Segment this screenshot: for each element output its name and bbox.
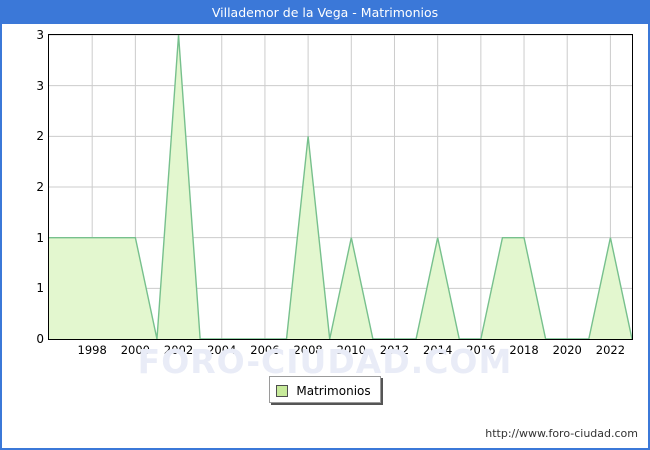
x-axis-tick-label: 2020: [552, 343, 582, 357]
x-axis-tick-label: 2008: [293, 343, 323, 357]
y-axis-tick-label: 2: [36, 129, 44, 144]
x-axis-tick-label: 2014: [423, 343, 453, 357]
legend-swatch-matrimonios: [276, 384, 289, 397]
x-axis-tick-label: 2016: [466, 343, 496, 357]
y-axis-tick-label: 3: [36, 78, 44, 93]
page-title: Villademor de la Vega - Matrimonios: [2, 2, 648, 24]
plot-canvas: [48, 34, 633, 340]
x-axis-tick-label: 2010: [336, 343, 366, 357]
x-axis-tick-label: 2000: [120, 343, 150, 357]
x-axis-tick-label: 2004: [207, 343, 237, 357]
x-axis-tick-label: 2022: [595, 343, 626, 357]
x-axis-tick-label: 2012: [379, 343, 410, 357]
chart-legend: Matrimonios: [2, 376, 648, 403]
area-series-svg: [49, 35, 632, 339]
y-axis-tick-label: 0: [36, 332, 44, 346]
chart-plot-area: [48, 34, 633, 340]
x-axis-tick-label: 2018: [509, 343, 539, 357]
y-axis: 0 1 1 2 2 3 3: [2, 28, 44, 346]
x-axis-tick-label: 1998: [77, 343, 107, 357]
x-axis-tick-label: 2006: [250, 343, 280, 357]
legend-label-matrimonios: Matrimonios: [296, 383, 371, 398]
y-axis-tick-label: 1: [36, 230, 44, 245]
x-axis-tick-label: 2002: [163, 343, 194, 357]
y-axis-tick-label: 1: [36, 281, 44, 296]
y-axis-tick-label: 2: [36, 180, 44, 194]
x-axis: 1998 2000 2002 2004 2006 2008 2010 2012 2014 2016…: [48, 343, 633, 361]
legend-box[interactable]: Matrimonios: [269, 376, 381, 403]
y-axis-tick-label: 3: [36, 28, 44, 42]
footer-url: http://www.foro-ciudad.com: [485, 427, 638, 440]
